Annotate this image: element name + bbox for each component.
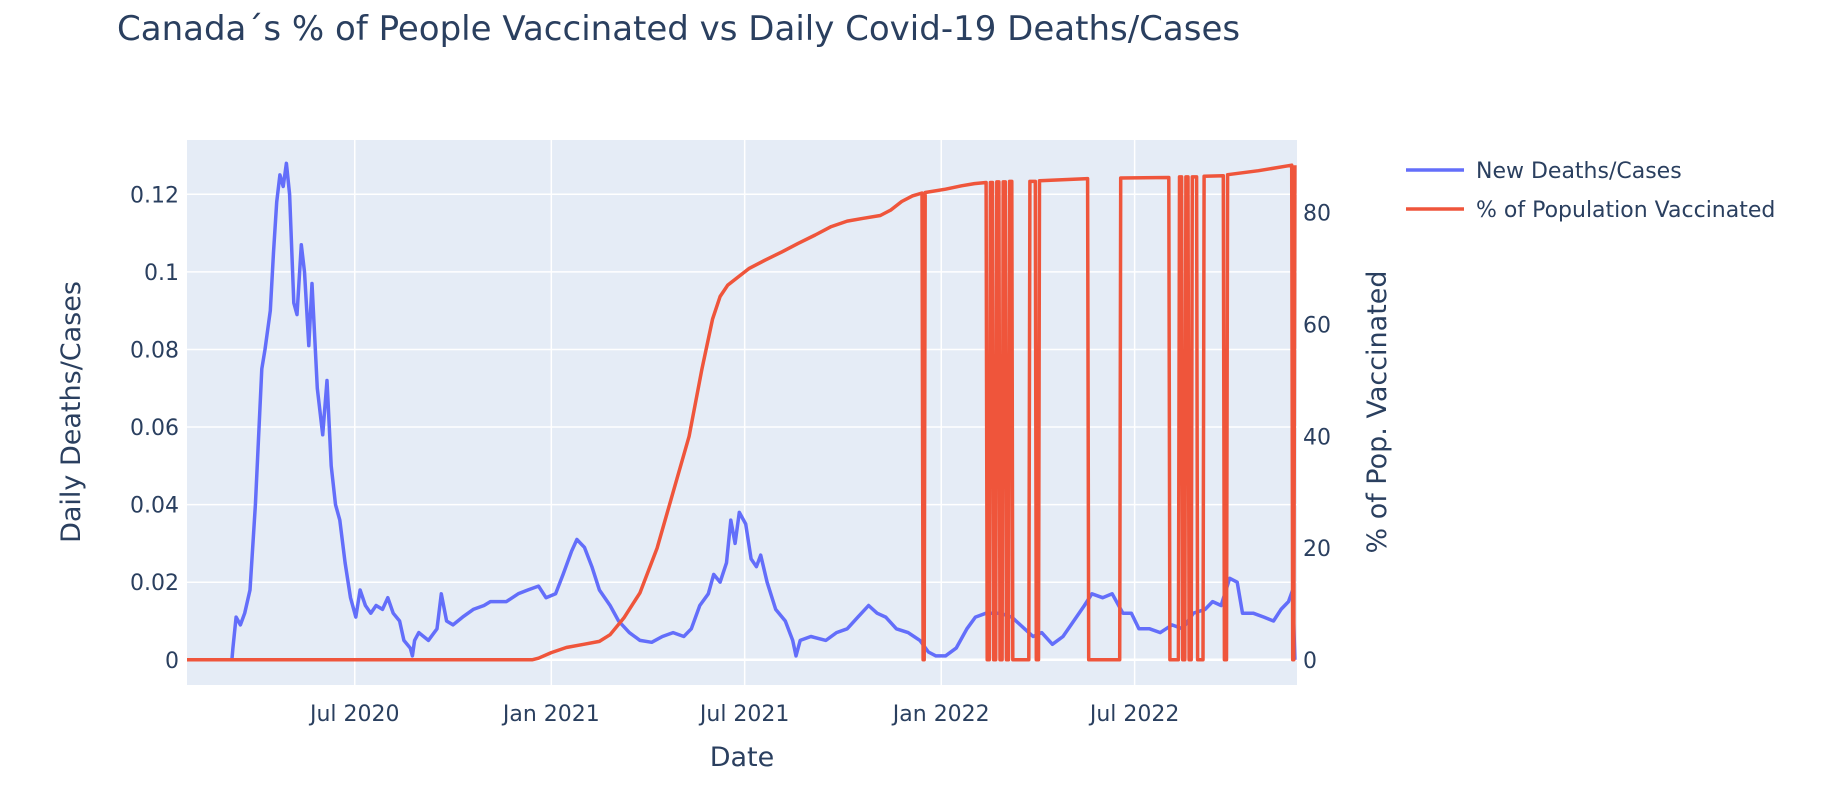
legend: New Deaths/Cases % of Population Vaccina… bbox=[1406, 159, 1775, 223]
y-tick-label: 0.02 bbox=[130, 571, 179, 596]
y2-tick-label: 80 bbox=[1303, 202, 1331, 227]
y-axis-title: Daily Deaths/Cases bbox=[56, 281, 87, 543]
y2-tick-label: 20 bbox=[1303, 537, 1331, 562]
y2-tick-label: 40 bbox=[1303, 425, 1331, 450]
chart-title: Canada´s % of People Vaccinated vs Daily… bbox=[117, 9, 1240, 49]
series-line-deaths-cases bbox=[187, 161, 1297, 662]
x-tick-label: Jan 2021 bbox=[501, 702, 600, 727]
y-tick-label: 0.08 bbox=[130, 338, 179, 363]
x-tick-label: Jul 2020 bbox=[308, 702, 400, 727]
tick-labels: Jul 2020 Jan 2021 Jul 2021 Jan 2022 Jul 2022… bbox=[130, 183, 1331, 727]
y2-tick-label: 60 bbox=[1303, 313, 1331, 338]
legend-label-vaccinated: % of Population Vaccinated bbox=[1476, 198, 1775, 223]
y-tick-label: 0.1 bbox=[144, 261, 179, 286]
y2-axis-title: % of Pop. Vaccinated bbox=[1362, 270, 1393, 553]
x-tick-label: Jan 2022 bbox=[891, 702, 990, 727]
x-tick-label: Jul 2021 bbox=[698, 702, 790, 727]
y2-tick-label: 0 bbox=[1303, 649, 1317, 674]
y-tick-label: 0 bbox=[165, 649, 179, 674]
traces bbox=[187, 161, 1297, 662]
series-line-vaccinated bbox=[187, 163, 1297, 662]
x-tick-label: Jul 2022 bbox=[1088, 702, 1180, 727]
x-axis-title: Date bbox=[710, 742, 775, 773]
y-tick-label: 0.04 bbox=[130, 494, 179, 519]
legend-label-deaths-cases: New Deaths/Cases bbox=[1476, 159, 1682, 184]
y-tick-label: 0.12 bbox=[130, 183, 179, 208]
y-tick-label: 0.06 bbox=[130, 416, 179, 441]
